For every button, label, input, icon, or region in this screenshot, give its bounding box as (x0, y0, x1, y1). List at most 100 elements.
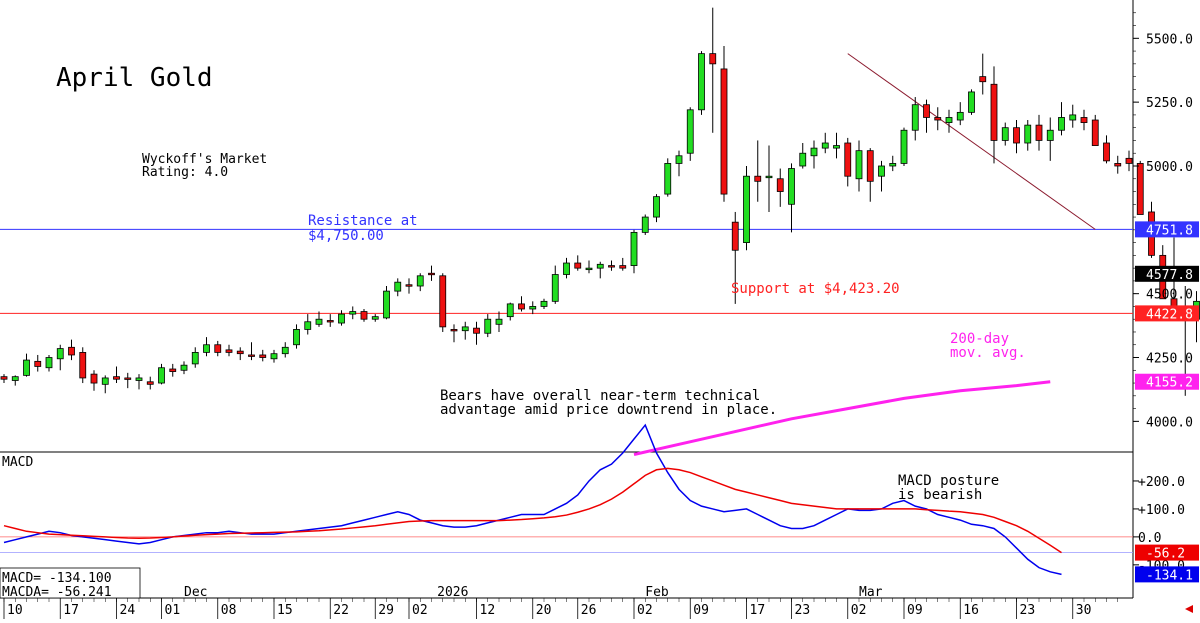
candle (923, 99, 930, 133)
candle-body (540, 300, 548, 307)
candle (113, 366, 120, 384)
candle-body (821, 142, 829, 149)
candle-body (743, 175, 750, 243)
candle-body (1001, 127, 1009, 141)
candle-body (585, 267, 593, 271)
candle-body (799, 152, 807, 167)
axis-labels: 5500.0 5250.0 5000.0 4500.0 4250.0 4000.0 4751… (3, 12, 1199, 619)
candle (450, 324, 458, 343)
candle (270, 349, 278, 363)
date-tick-label: 23 (795, 603, 811, 618)
candle-body (1125, 157, 1133, 164)
date-tick-label: 12 (480, 603, 496, 618)
date-tick-label: 26 (581, 603, 597, 618)
candle-body (833, 145, 840, 149)
chart-title: April Gold (56, 63, 213, 93)
macd-value-tag-text: -134.1 (1146, 568, 1193, 583)
candle (349, 306, 357, 320)
candle-body (923, 104, 930, 118)
candle (1125, 150, 1133, 172)
candle-body (214, 344, 222, 353)
candle (1046, 117, 1054, 161)
candle-body (968, 91, 975, 113)
candle (90, 370, 98, 391)
candle-body (529, 306, 537, 310)
price-tick-label: 5250.0 (1146, 96, 1193, 111)
candle-body (1035, 124, 1043, 141)
candle-body (248, 354, 255, 357)
candle (1058, 102, 1065, 136)
candle (506, 302, 514, 321)
candle-body (203, 344, 210, 353)
candle-body (934, 117, 942, 121)
candle-body (686, 109, 694, 154)
candle-body (315, 318, 323, 325)
candle (101, 375, 109, 394)
candle-body (270, 353, 278, 360)
candle-body (304, 321, 312, 330)
last-price-tag: 4577.8 (1135, 265, 1199, 283)
candle-body (1069, 114, 1077, 121)
candle-body (225, 349, 233, 353)
candle-body (326, 320, 334, 323)
candle (731, 211, 739, 304)
candle-body (405, 284, 413, 287)
candle (473, 321, 480, 345)
candle-body (68, 346, 75, 356)
candle-body (45, 357, 53, 369)
macd-readout-box (0, 567, 141, 599)
candle-body (641, 216, 649, 233)
candle-body (911, 104, 919, 131)
candle-body (394, 281, 402, 292)
candle-body (450, 329, 458, 332)
candle (686, 107, 694, 161)
candle (799, 143, 807, 169)
candle (360, 308, 368, 322)
commentary-line-1: Bears have overall near-term technical (440, 388, 760, 404)
ma200-tag-text: 4155.2 (1146, 376, 1193, 391)
scroll-arrow-icon[interactable] (1185, 605, 1193, 613)
candle (664, 158, 672, 197)
month-label: Feb (645, 585, 669, 600)
candle (911, 97, 919, 141)
candle-body (810, 147, 818, 157)
candle-body (124, 377, 132, 380)
candle (1069, 104, 1077, 128)
candle-body (630, 231, 638, 266)
date-tick-label: 16 (963, 603, 979, 618)
candle (495, 311, 503, 332)
candle (1001, 122, 1009, 146)
candles (0, 7, 1200, 396)
candle-body (776, 178, 784, 192)
candle (281, 342, 289, 358)
candle (675, 150, 683, 177)
candle-body (844, 142, 852, 177)
candle-body (495, 318, 503, 325)
candle-body (1046, 129, 1054, 141)
downtrend-line (847, 53, 1096, 230)
candle (214, 340, 222, 357)
macd-value-tag: -56.2 (1135, 544, 1199, 562)
candle (315, 311, 323, 327)
candle-body (461, 326, 469, 332)
candle (743, 165, 750, 251)
candle-body (979, 76, 987, 83)
candle (1035, 114, 1043, 151)
candle-body (236, 350, 244, 355)
candle-body (754, 175, 762, 182)
candle (428, 265, 435, 281)
candle (979, 53, 987, 95)
candle (653, 194, 660, 223)
candle-body (169, 368, 177, 372)
candle (1114, 155, 1122, 174)
candle-body (675, 155, 683, 164)
candle-body (293, 329, 300, 346)
candle (641, 214, 649, 235)
candle (900, 127, 908, 166)
candle-body (563, 262, 570, 275)
candle-body (473, 327, 480, 334)
candle-body (866, 150, 874, 182)
candle-body (596, 263, 604, 269)
candle-body (619, 265, 627, 269)
candle-body (360, 311, 368, 320)
